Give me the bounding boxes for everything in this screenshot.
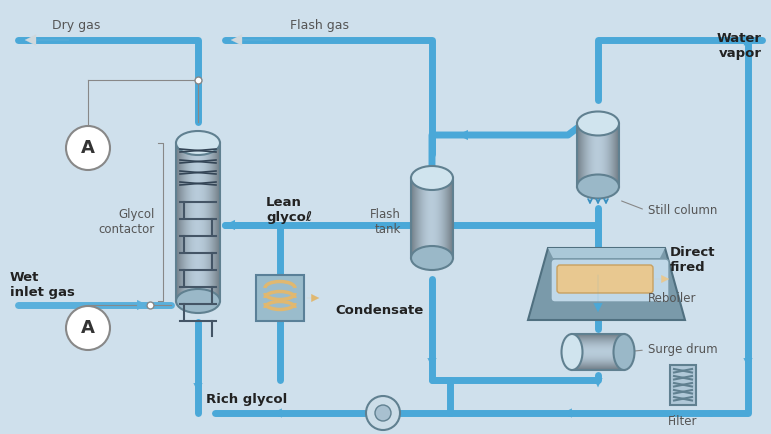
- Text: Flash gas: Flash gas: [290, 20, 349, 33]
- Polygon shape: [548, 248, 665, 258]
- Ellipse shape: [176, 131, 220, 155]
- Text: Water
vapor: Water vapor: [717, 32, 762, 60]
- FancyBboxPatch shape: [551, 259, 669, 302]
- Text: Filter: Filter: [668, 415, 698, 428]
- Text: Wet
inlet gas: Wet inlet gas: [10, 271, 75, 299]
- Text: A: A: [81, 139, 95, 157]
- Circle shape: [366, 396, 400, 430]
- Text: Condensate: Condensate: [335, 303, 424, 316]
- Text: Lean
glycoℓ: Lean glycoℓ: [266, 196, 312, 224]
- Ellipse shape: [561, 334, 583, 370]
- FancyBboxPatch shape: [557, 265, 653, 293]
- Ellipse shape: [411, 246, 453, 270]
- Ellipse shape: [577, 174, 619, 198]
- Circle shape: [66, 126, 110, 170]
- Text: Surge drum: Surge drum: [648, 343, 718, 356]
- Text: Rich glycol: Rich glycol: [206, 394, 288, 407]
- Ellipse shape: [614, 334, 635, 370]
- Text: Reboiler: Reboiler: [648, 292, 696, 305]
- Text: A: A: [81, 319, 95, 337]
- Text: Direct
fired: Direct fired: [670, 246, 715, 274]
- Circle shape: [375, 405, 391, 421]
- Ellipse shape: [577, 112, 619, 135]
- FancyBboxPatch shape: [256, 275, 304, 321]
- FancyBboxPatch shape: [670, 365, 696, 405]
- Ellipse shape: [176, 289, 220, 313]
- Circle shape: [66, 306, 110, 350]
- Text: Still column: Still column: [648, 204, 717, 217]
- Polygon shape: [528, 248, 685, 320]
- Text: Glycol
contactor: Glycol contactor: [99, 208, 155, 236]
- Text: Dry gas: Dry gas: [52, 20, 100, 33]
- Text: Flash
tank: Flash tank: [370, 208, 401, 236]
- Ellipse shape: [411, 166, 453, 190]
